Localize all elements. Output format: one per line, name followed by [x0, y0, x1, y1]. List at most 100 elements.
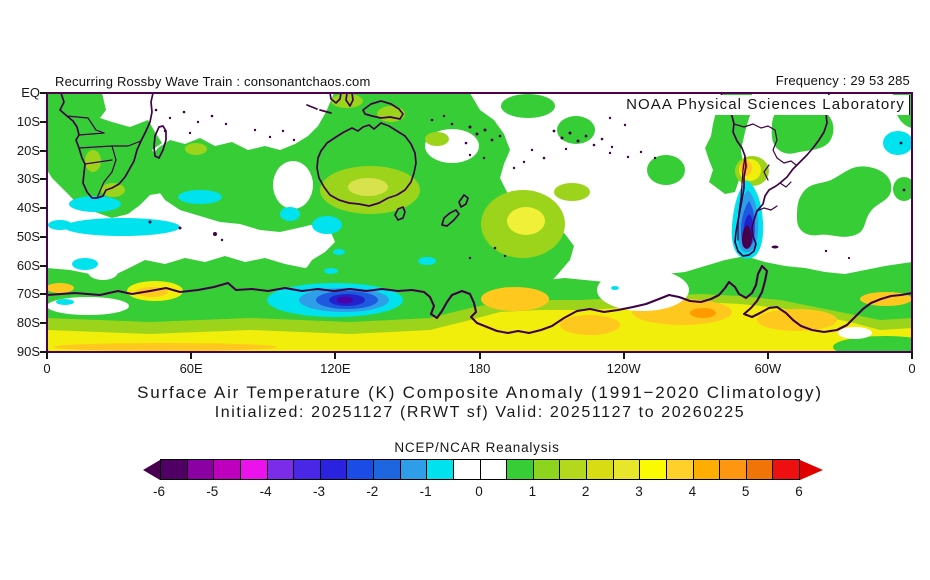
colorbar-left-arrow: [143, 459, 160, 480]
africa-country-borders: [66, 115, 142, 199]
lon-label: 120W: [606, 361, 641, 376]
lon-tick: [911, 352, 913, 359]
lat-tick: [40, 149, 47, 152]
lat-tick: [40, 235, 47, 238]
colorbar-cell: [161, 460, 188, 479]
lon-tick: [766, 352, 769, 359]
lat-tick: [40, 120, 47, 123]
colorbar-cell: [666, 460, 694, 479]
chart-subtitle: Initialized: 20251127 (RRWT sf) Valid: 2…: [214, 404, 746, 421]
colorbar-tick-label: -3: [312, 484, 325, 499]
antarctica-coastline: [47, 264, 912, 335]
colorbar-cell: [294, 460, 321, 479]
lon-tick: [46, 352, 48, 359]
new-zealand-coastline: [441, 194, 469, 227]
lat-label: 90S: [16, 344, 40, 359]
colorbar-cell: [267, 460, 295, 479]
colorbar-tick-label: 1: [528, 484, 537, 499]
australia-coastline: [316, 122, 417, 207]
noaa-psl-watermark: NOAA Physical Sciences Laboratory: [620, 95, 910, 115]
colorbar-cell: [320, 460, 348, 479]
colorbar-cell: [720, 460, 747, 479]
lat-tick: [40, 293, 47, 296]
colorbar-cells: [160, 459, 800, 480]
colorbar-cell: [427, 460, 454, 479]
lat-label: 70S: [16, 286, 40, 302]
colorbar: [143, 459, 823, 480]
antarctic-warm-band: [47, 281, 912, 352]
lat-label: 50S: [16, 228, 40, 244]
coastlines: [47, 93, 912, 335]
lon-label: 0: [43, 361, 51, 376]
new-guinea-coastline: [362, 100, 404, 120]
lat-label: 30S: [16, 171, 40, 187]
colorbar-cell: [587, 460, 614, 479]
page-title: Recurring Rossby Wave Train : consonantc…: [55, 74, 371, 89]
neutral-white-gaps: [47, 129, 689, 315]
colorbar-label: NCEP/NCAR Reanalysis: [394, 440, 560, 455]
lon-label: 60W: [754, 361, 782, 376]
colorbar-cell: [507, 460, 534, 479]
colorbar-cell: [613, 460, 641, 479]
colorbar-tick-label: 0: [475, 484, 483, 499]
colorbar-cell: [480, 460, 508, 479]
colorbar-cell: [187, 460, 215, 479]
patagonia-cold-core: [731, 180, 764, 259]
lat-tick: [40, 322, 47, 325]
map-fill-layers: [47, 93, 912, 352]
chart-title: Surface Air Temperature (K) Composite An…: [137, 383, 823, 402]
colorbar-tick-label: 3: [635, 484, 643, 499]
lon-label: 120E: [320, 361, 351, 376]
stronger-warm-accents: [85, 94, 590, 258]
colorbar-tick-label: -4: [259, 484, 272, 499]
andes-warm-spot: [735, 156, 769, 186]
colorbar-tick-label: -2: [366, 484, 379, 499]
colorbar-cell: [640, 460, 667, 479]
colorbar-cell: [773, 460, 799, 479]
lat-label: 60S: [16, 257, 40, 273]
lat-label: 40S: [16, 200, 40, 216]
lon-label: 180: [468, 361, 491, 376]
lat-label: EQ: [21, 85, 40, 100]
colorbar-cell: [533, 460, 561, 479]
lon-tick: [478, 352, 481, 359]
africa-coastline: [59, 93, 154, 199]
lat-tick: [40, 92, 47, 94]
south-america-coastline: [720, 93, 830, 257]
lat-tick: [40, 264, 47, 267]
colorbar-cell: [214, 460, 241, 479]
lat-tick: [40, 207, 47, 210]
colorbar-tick-label: -5: [206, 484, 219, 499]
colorbar-tick-label: 6: [795, 484, 803, 499]
island-dots: [148, 108, 906, 260]
colorbar-cell: [453, 460, 481, 479]
colorbar-cell: [240, 460, 268, 479]
colorbar-right-arrow: [800, 459, 823, 480]
lon-tick: [190, 352, 193, 359]
madagascar-coastline: [153, 125, 167, 159]
lon-label: 60E: [179, 361, 203, 376]
lat-tick: [40, 351, 47, 353]
frequency-readout: Frequency : 29 53 285: [775, 73, 910, 88]
lon-label: 0: [908, 361, 916, 376]
colorbar-cell: [693, 460, 721, 479]
lon-tick: [334, 352, 337, 359]
colorbar-cell: [400, 460, 428, 479]
colorbar-tick-label: 2: [581, 484, 590, 499]
colorbar-tick-label: 5: [741, 484, 750, 499]
lat-tick: [40, 178, 47, 181]
lat-label: 20S: [16, 142, 40, 158]
lat-label: 10S: [16, 113, 40, 129]
tasmania-coastline: [394, 206, 406, 221]
colorbar-cell: [347, 460, 374, 479]
colorbar-cell: [746, 460, 774, 479]
colorbar-cell: [374, 460, 401, 479]
colorbar-tick-label: -6: [152, 484, 165, 499]
colorbar-tick-label: 4: [688, 484, 697, 499]
lon-tick: [622, 352, 625, 359]
indonesia-islands: [306, 93, 354, 114]
south-america-borders: [733, 123, 797, 241]
colorbar-cell: [560, 460, 587, 479]
colorbar-tick-label: -1: [419, 484, 432, 499]
